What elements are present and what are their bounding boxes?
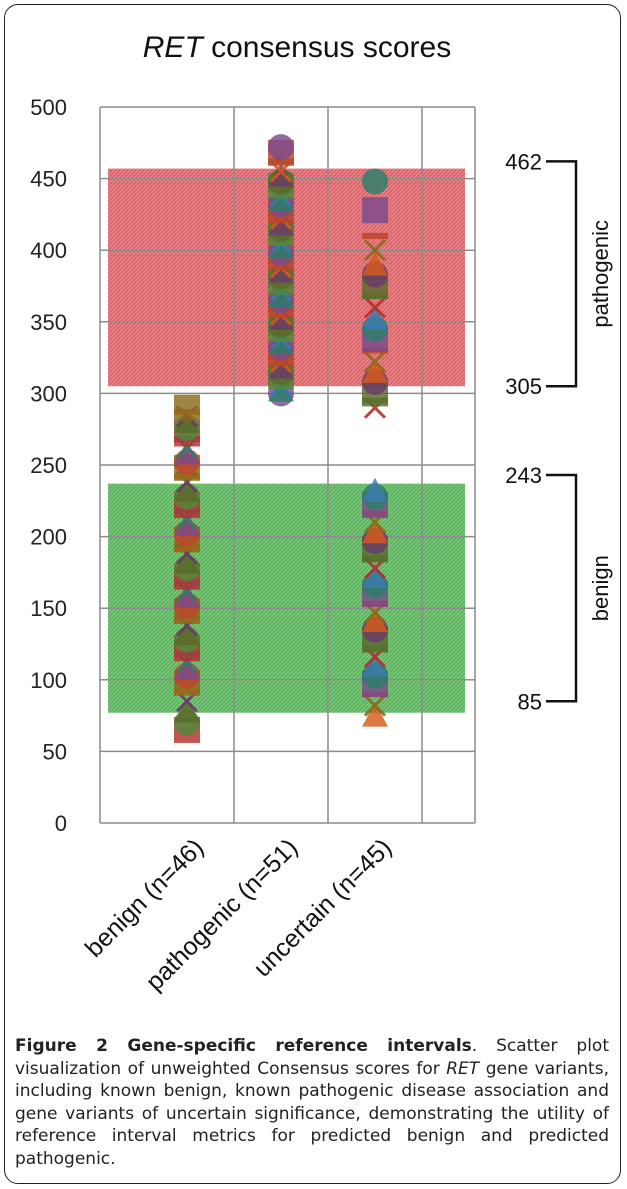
point-benign-22 (174, 549, 200, 574)
point-pathogenic-50 (268, 134, 294, 161)
bracket-pathogenic-name: pathogenic (588, 220, 613, 328)
caption-text-2: gene variants, including known benign, k… (15, 1058, 609, 1169)
y-tick-label-200: 200 (30, 525, 67, 550)
point-pathogenic-26 (268, 258, 294, 283)
point-pathogenic-46 (268, 162, 294, 187)
point-benign-32 (174, 477, 200, 502)
point-benign-45 (174, 394, 200, 421)
y-tick-label-350: 350 (30, 310, 67, 335)
point-benign-2 (174, 698, 200, 723)
point-uncertain-31 (363, 350, 387, 373)
point-uncertain-41 (363, 239, 387, 262)
y-tick-label-250: 250 (30, 453, 67, 478)
y-tick-label-500: 500 (30, 95, 67, 120)
y-tick-label-300: 300 (30, 381, 67, 406)
point-pathogenic-41 (268, 187, 294, 212)
point-uncertain-1 (363, 694, 387, 717)
point-pathogenic-11 (268, 330, 294, 355)
point-pathogenic-21 (268, 283, 294, 308)
scatter-chart: RET consensus scores 0 50 100 150 200 250 300 3… (30, 31, 613, 996)
point-uncertain-5 (362, 652, 388, 677)
point-uncertain-20 (362, 519, 388, 544)
point-benign-7 (174, 655, 200, 680)
chart-title-gene: RET (143, 31, 206, 64)
point-uncertain-43 (362, 197, 388, 224)
point-uncertain-15 (362, 563, 388, 588)
bracket-pathogenic-high-label: 462 (505, 149, 542, 174)
caption-gene: RET (446, 1058, 480, 1079)
bracket-benign (546, 473, 578, 703)
figure-caption: Figure 2 Gene-specific reference interva… (15, 1035, 609, 1170)
point-uncertain-0 (362, 702, 388, 727)
point-benign-42 (174, 409, 200, 434)
point-uncertain-25 (362, 477, 388, 502)
point-pathogenic-31 (268, 234, 294, 259)
reference-band-benign (108, 483, 465, 713)
point-uncertain-40 (362, 251, 388, 276)
caption-label: Figure 2 Gene-specific reference interva… (15, 1036, 472, 1056)
point-benign-27 (174, 512, 200, 537)
chart-title: RET consensus scores (143, 31, 451, 64)
bracket-pathogenic-low-label: 305 (505, 374, 542, 399)
point-benign-17 (174, 583, 200, 608)
y-tick-label-400: 400 (30, 238, 67, 263)
point-uncertain-36 (363, 296, 387, 319)
y-tick-label-50: 50 (43, 739, 67, 764)
y-tick-label-0: 0 (55, 811, 67, 836)
bracket-benign-name: benign (588, 555, 613, 621)
chart-title-rest: consensus scores (203, 31, 451, 64)
point-uncertain-10 (362, 608, 388, 633)
point-benign-37 (174, 440, 200, 465)
point-uncertain-44 (362, 168, 388, 195)
point-uncertain-30 (362, 358, 388, 383)
figure-frame: RET consensus scores 0 50 100 150 200 250 300 3… (4, 4, 621, 1184)
point-uncertain-42 (362, 232, 388, 239)
bracket-benign-low-label: 85 (518, 689, 542, 714)
point-pathogenic-6 (268, 354, 294, 379)
point-pathogenic-1 (268, 377, 294, 402)
point-uncertain-35 (362, 305, 388, 330)
point-pathogenic-36 (268, 211, 294, 236)
bracket-benign-high-label: 243 (505, 463, 542, 488)
point-pathogenic-16 (268, 305, 294, 330)
caption-text-1: . Scatter plot visualization of unweight… (15, 1036, 609, 1079)
point-benign-12 (174, 620, 200, 645)
y-tick-label-150: 150 (30, 596, 67, 621)
bracket-pathogenic (546, 160, 578, 388)
y-tick-label-450: 450 (30, 167, 67, 192)
y-tick-label-100: 100 (30, 668, 67, 693)
